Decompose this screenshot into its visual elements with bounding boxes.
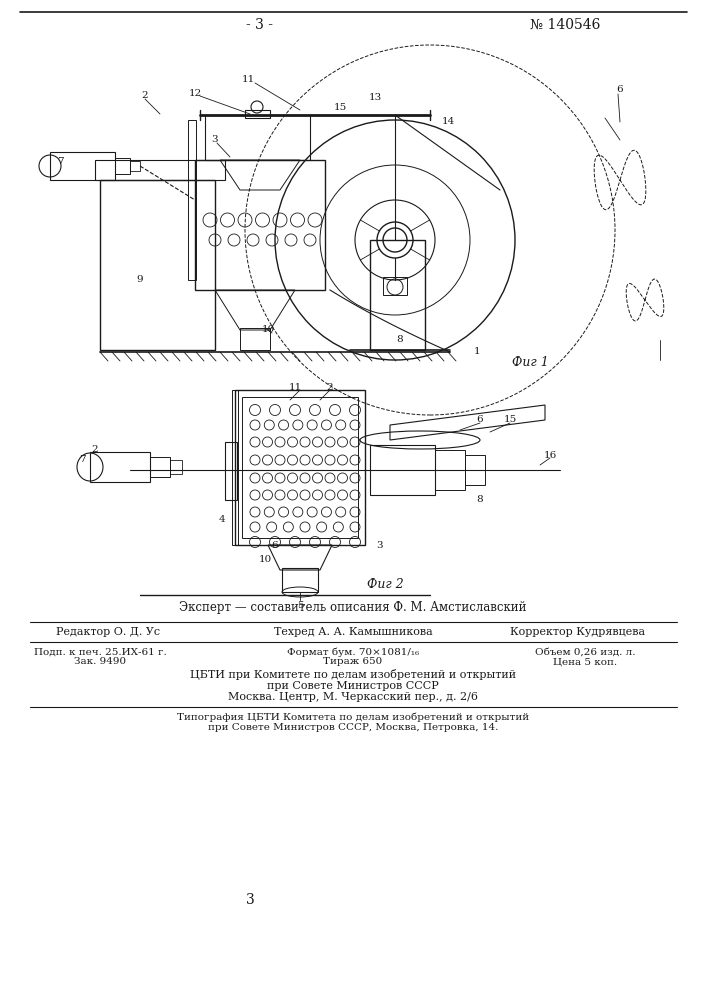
Text: Объем 0,26 изд. л.: Объем 0,26 изд. л. — [534, 648, 636, 656]
Text: Москва. Центр, М. Черкасский пер., д. 2/6: Москва. Центр, М. Черкасский пер., д. 2/… — [228, 692, 478, 702]
Text: Эксперт — составитель описания Ф. М. Амстиславский: Эксперт — составитель описания Ф. М. Амс… — [180, 600, 527, 613]
Text: Формат бум. 70×1081/₁₆: Формат бум. 70×1081/₁₆ — [287, 647, 419, 657]
Bar — [130, 161, 140, 171]
Text: ЦБТИ при Комитете по делам изобретений и открытий: ЦБТИ при Комитете по делам изобретений и… — [190, 670, 516, 680]
Bar — [50, 152, 115, 180]
Bar — [383, 277, 407, 295]
Text: 14: 14 — [441, 117, 455, 126]
Text: 8: 8 — [397, 336, 403, 344]
Bar — [370, 240, 425, 350]
Bar — [370, 445, 435, 495]
Text: 15: 15 — [503, 416, 517, 424]
Text: 16: 16 — [544, 450, 556, 460]
Text: 11: 11 — [288, 382, 302, 391]
Bar — [205, 115, 310, 160]
Text: 2: 2 — [141, 91, 148, 100]
Text: Типография ЦБТИ Комитета по делам изобретений и открытий: Типография ЦБТИ Комитета по делам изобре… — [177, 712, 529, 722]
Bar — [242, 397, 358, 538]
Text: 2: 2 — [92, 446, 98, 454]
Text: 7: 7 — [78, 456, 86, 464]
Text: 12: 12 — [188, 89, 201, 98]
Text: 6: 6 — [477, 416, 484, 424]
Bar — [235, 390, 365, 545]
Bar — [170, 460, 182, 474]
Text: Техред А. А. Камышникова: Техред А. А. Камышникова — [274, 627, 433, 637]
Bar — [115, 158, 130, 174]
Text: при Совете Министров СССР: при Совете Министров СССР — [267, 681, 439, 691]
Text: 8: 8 — [477, 495, 484, 504]
Text: 3: 3 — [211, 135, 218, 144]
Text: Подп. к печ. 25.ИХ-61 г.: Подп. к печ. 25.ИХ-61 г. — [34, 648, 166, 656]
Bar — [195, 160, 325, 290]
Text: 3: 3 — [245, 893, 255, 907]
Bar — [232, 390, 238, 545]
Bar — [188, 120, 196, 280]
Text: 2: 2 — [327, 382, 333, 391]
Text: Редактор О. Д. Ус: Редактор О. Д. Ус — [56, 627, 160, 637]
Bar — [240, 328, 270, 350]
Bar — [465, 455, 485, 485]
Text: Фиг 1: Фиг 1 — [512, 356, 549, 368]
Bar — [225, 442, 237, 500]
Text: Тираж 650: Тираж 650 — [323, 658, 382, 666]
Text: 10: 10 — [262, 326, 274, 334]
Text: № 140546: № 140546 — [530, 18, 600, 32]
Text: 6: 6 — [271, 540, 279, 550]
Text: Фиг 2: Фиг 2 — [367, 578, 404, 591]
Text: Зак. 9490: Зак. 9490 — [74, 658, 126, 666]
Text: 13: 13 — [368, 93, 382, 102]
Bar — [282, 568, 318, 592]
Text: 7: 7 — [57, 157, 64, 166]
Text: - 3 -: - 3 - — [247, 18, 274, 32]
Text: 4: 4 — [218, 516, 226, 524]
Bar — [435, 450, 465, 490]
Text: Корректор Кудрявцева: Корректор Кудрявцева — [510, 627, 645, 637]
Text: при Совете Министров СССР, Москва, Петровка, 14.: при Совете Министров СССР, Москва, Петро… — [208, 724, 498, 732]
Text: 1: 1 — [474, 348, 480, 357]
Text: 11: 11 — [241, 76, 255, 85]
Text: 9: 9 — [136, 275, 144, 284]
Bar — [150, 457, 170, 477]
Text: 6: 6 — [617, 86, 624, 95]
Text: 15: 15 — [334, 103, 346, 111]
Text: Цена 5 коп.: Цена 5 коп. — [553, 658, 617, 666]
Bar — [100, 180, 215, 350]
Bar — [95, 160, 225, 180]
Text: 5: 5 — [297, 600, 303, 609]
Text: 3: 3 — [377, 540, 383, 550]
Bar — [90, 452, 150, 482]
Bar — [245, 110, 270, 118]
Text: 10: 10 — [258, 556, 271, 564]
